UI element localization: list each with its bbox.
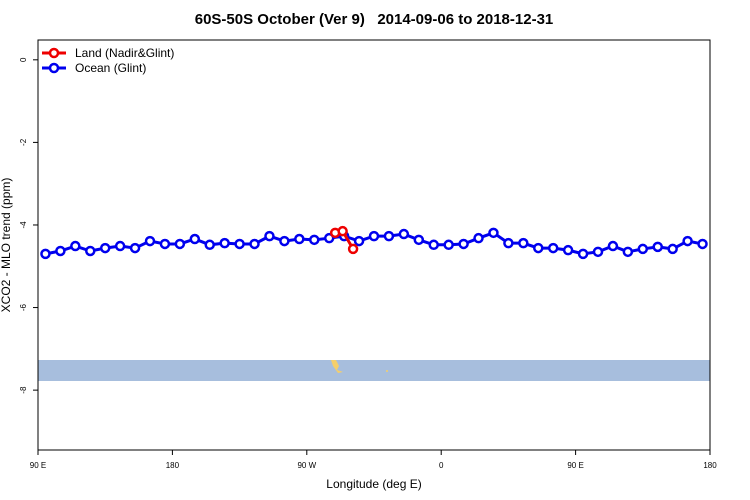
data-point — [428, 239, 439, 251]
data-point — [577, 248, 589, 260]
data-point — [159, 238, 171, 250]
chart-title: 60S-50S October (Ver 9) 2014-09-06 to 20… — [195, 11, 554, 28]
data-point — [547, 242, 559, 254]
data-point — [234, 238, 245, 250]
y-tick-label: -8 — [19, 386, 28, 394]
data-point — [70, 240, 81, 252]
data-point — [488, 227, 499, 239]
data-point — [682, 235, 693, 247]
latitude-band-map — [38, 360, 710, 381]
y-axis-label: XCO2 - MLO trend (ppm) — [0, 178, 13, 313]
y-tick-label: 0 — [19, 57, 28, 62]
data-point — [249, 238, 260, 250]
legend-label: Land (Nadir&Glint) — [75, 46, 174, 60]
x-tick-label: 90 W — [297, 461, 316, 470]
data-point — [219, 237, 230, 249]
data-point — [347, 243, 359, 255]
data-point — [697, 238, 708, 250]
data-point — [652, 241, 663, 253]
data-point — [189, 233, 201, 245]
legend-marker — [48, 47, 60, 59]
legend-label: Ocean (Glint) — [75, 61, 146, 75]
data-point — [99, 242, 111, 254]
y-tick-label: -6 — [19, 303, 28, 311]
data-point — [279, 235, 290, 247]
data-point — [637, 243, 649, 255]
data-point — [473, 232, 484, 244]
data-point — [607, 240, 619, 252]
x-tick-label: 180 — [703, 461, 717, 470]
data-point — [337, 225, 348, 237]
y-tick-label: -2 — [19, 138, 28, 146]
data-point — [353, 235, 365, 247]
y-tick-label: -4 — [19, 221, 28, 229]
data-point — [204, 239, 215, 251]
data-point — [55, 245, 66, 257]
land-map — [331, 360, 343, 373]
land-map — [386, 370, 388, 372]
x-tick-label: 90 E — [30, 461, 46, 470]
data-point — [458, 238, 469, 250]
data-point — [383, 230, 395, 242]
data-point — [398, 228, 410, 240]
data-point — [533, 242, 544, 254]
data-point — [114, 240, 126, 252]
data-point — [667, 243, 678, 255]
data-point — [413, 234, 425, 246]
plot-frame — [37, 39, 711, 451]
data-point — [562, 244, 574, 256]
data-point — [264, 230, 275, 242]
data-point — [174, 238, 186, 250]
data-point — [40, 248, 51, 260]
data-point — [144, 235, 156, 247]
data-point — [85, 245, 96, 257]
x-tick-label: 90 E — [567, 461, 583, 470]
legend-marker — [48, 62, 60, 74]
data-point — [503, 237, 514, 249]
x-tick-label: 0 — [439, 461, 444, 470]
data-point — [368, 230, 380, 242]
data-point — [309, 234, 320, 246]
x-tick-label: 180 — [166, 461, 180, 470]
data-point — [294, 233, 305, 245]
data-point — [622, 246, 634, 258]
data-point — [518, 237, 529, 249]
data-point — [443, 239, 454, 251]
x-axis-label: Longitude (deg E) — [326, 477, 421, 491]
data-point — [129, 242, 141, 254]
data-point — [592, 246, 604, 258]
